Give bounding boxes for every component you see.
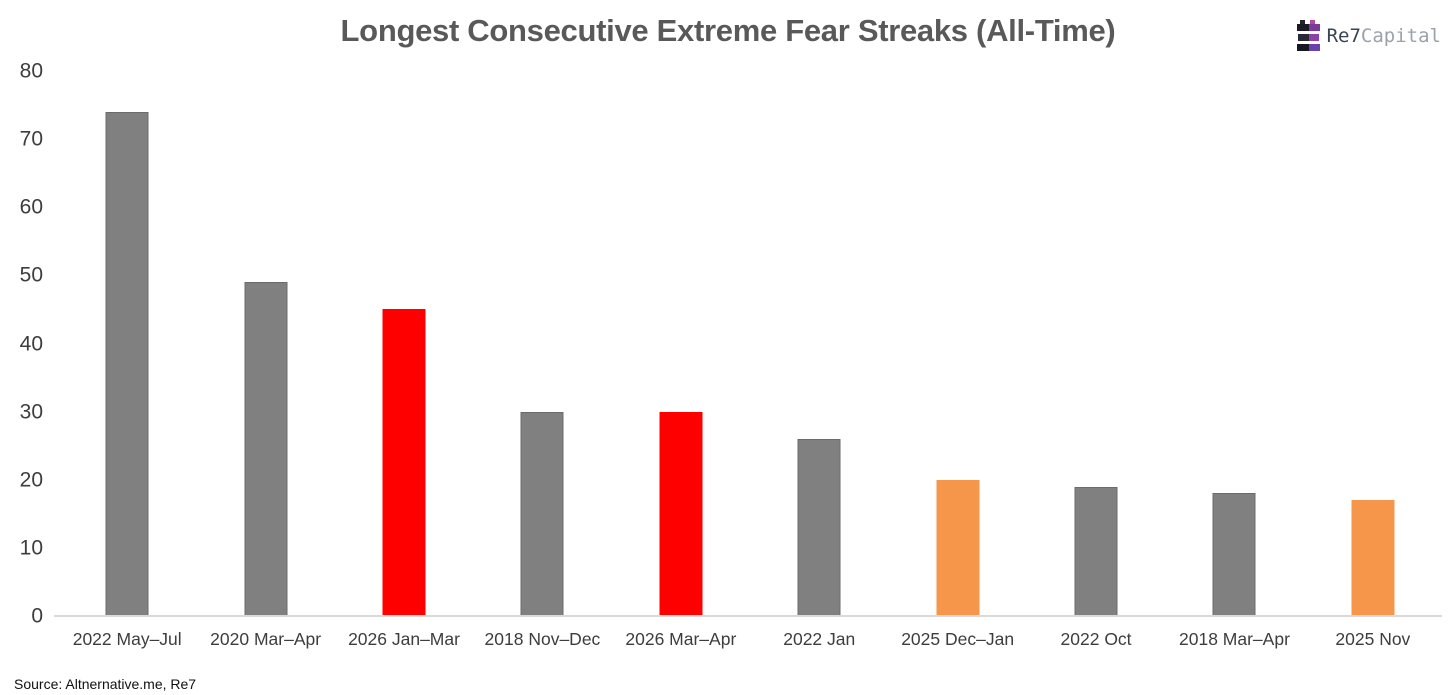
x-axis-category-label: 2022 May–Jul — [72, 629, 182, 649]
bar-slot: 2022 Jan — [750, 71, 888, 649]
x-axis-category-label: 2025 Dec–Jan — [901, 629, 1015, 649]
bar-series: 2022 May–Jul 2020 Mar–Apr 2026 Jan–Mar 2018… — [58, 71, 1442, 649]
bar — [520, 411, 564, 616]
y-axis-tick-label: 60 — [19, 195, 43, 219]
y-axis-tick-label: 50 — [19, 263, 43, 287]
y-axis-tick-label: 20 — [19, 468, 43, 492]
x-axis-category-label: 2018 Mar–Apr — [1179, 629, 1290, 649]
bar — [1074, 486, 1118, 616]
bar — [1351, 500, 1395, 616]
x-axis-category-label: 2020 Mar–Apr — [210, 629, 322, 649]
brand-name-primary: Re7 — [1326, 25, 1361, 47]
logo-tooth — [1299, 20, 1305, 25]
bar — [1212, 493, 1256, 616]
x-axis-category-label: 2026 Jan–Mar — [348, 629, 460, 649]
bar — [105, 111, 149, 616]
chart-title: Longest Consecutive Extreme Fear Streaks… — [340, 13, 1116, 48]
x-axis-category-label: 2018 Nov–Dec — [484, 629, 601, 649]
source-note: Source: Altnernative.me, Re7 — [14, 676, 197, 692]
y-axis-tick-label: 0 — [31, 604, 43, 628]
logo-bar — [1296, 24, 1320, 31]
bar-slot: 2022 May–Jul — [58, 71, 196, 649]
brand-logo: Re7Capital — [1296, 20, 1441, 52]
plot-area: 0 10 20 30 40 50 60 70 80 2022 May–Jul 2020 Mar–A… — [20, 61, 1442, 649]
y-axis-tick-label: 80 — [19, 59, 43, 83]
bar-slot: 2020 Mar–Apr — [196, 71, 334, 649]
brand-name: Re7Capital — [1327, 25, 1441, 47]
x-axis-category-label: 2022 Oct — [1060, 629, 1132, 649]
bar-slot: 2026 Jan–Mar — [335, 71, 473, 649]
bar-slot: 2025 Dec–Jan — [888, 71, 1026, 649]
x-axis-category-label: 2026 Mar–Apr — [625, 629, 737, 649]
x-axis-category-label: 2022 Jan — [783, 629, 856, 649]
x-axis-line — [54, 615, 1442, 617]
y-axis-tick-label: 10 — [19, 536, 43, 560]
bar — [797, 438, 841, 616]
logo-bar — [1296, 44, 1320, 51]
bar-slot: 2018 Mar–Apr — [1165, 71, 1303, 649]
re7-logo-icon — [1296, 20, 1320, 52]
bar-slot: 2026 Mar–Apr — [612, 71, 750, 649]
logo-tooth — [1309, 20, 1315, 25]
bar — [659, 411, 703, 616]
bar — [382, 309, 426, 616]
x-axis-category-label: 2025 Nov — [1335, 629, 1411, 649]
y-axis-tick-label: 40 — [19, 332, 43, 355]
bar-slot: 2018 Nov–Dec — [473, 71, 611, 649]
brand-name-secondary: Capital — [1360, 25, 1441, 47]
logo-bar — [1297, 34, 1319, 41]
bar — [936, 479, 980, 616]
bar-slot: 2025 Nov — [1304, 71, 1442, 649]
y-axis-tick-label: 30 — [19, 400, 43, 424]
y-axis-tick-label: 70 — [19, 127, 43, 151]
bar — [244, 282, 288, 616]
bar-slot: 2022 Oct — [1027, 71, 1165, 649]
